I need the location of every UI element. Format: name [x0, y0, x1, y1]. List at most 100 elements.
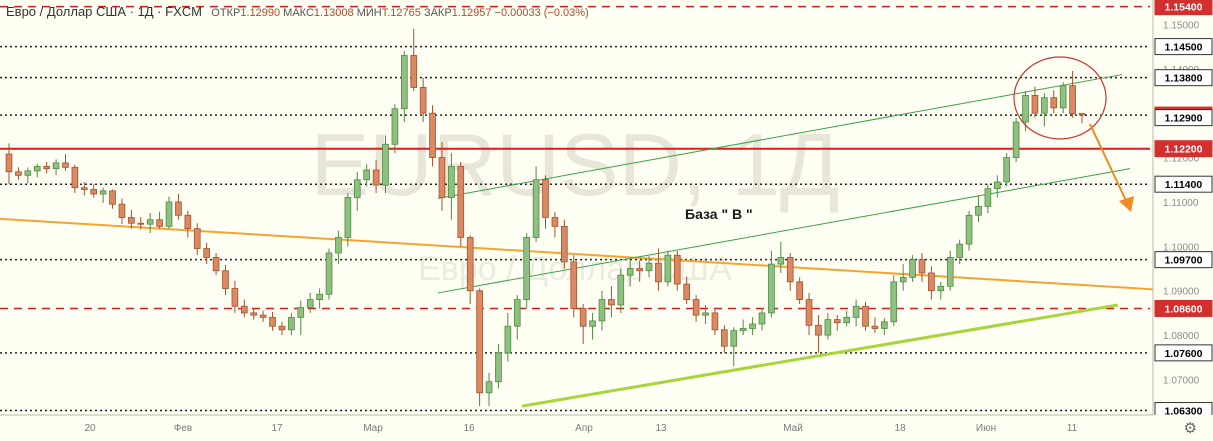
annotation-label: База " B " [685, 206, 753, 222]
open-label: ОТКР [211, 7, 241, 19]
candle [240, 299, 248, 318]
candle [212, 252, 220, 276]
candle-body [175, 201, 182, 216]
candle [881, 318, 888, 336]
forecast-arrow-shaft [1089, 123, 1129, 206]
y-tick-label: 1.11000 [1163, 198, 1199, 209]
price-label-1.13800: 1.13800 [1154, 69, 1213, 87]
candle-body [457, 166, 465, 238]
candle [758, 308, 766, 331]
low-value: T.12765 [381, 7, 421, 19]
candle-body [758, 312, 766, 325]
candle [52, 159, 60, 176]
price-label-box [1154, 109, 1213, 127]
candle [400, 51, 408, 123]
candle [363, 164, 370, 187]
trendline-lime [521, 303, 1119, 408]
candle [419, 77, 427, 123]
price-label-text: 1.11400 [1165, 179, 1203, 191]
candle-body [542, 179, 549, 218]
candle [90, 184, 98, 198]
watermark-symbol: EURUSD, 1Д [310, 115, 839, 214]
candle-body [222, 270, 229, 289]
candle-body [786, 257, 794, 283]
candle [937, 281, 945, 300]
change-value: −0.00033 (−0.03%) [494, 7, 589, 19]
chart-header: Евро / Доллар США · 1Д · FXCM ОТКР1.1299… [6, 4, 589, 19]
candle [128, 209, 135, 229]
candle [325, 248, 333, 300]
candle-body [99, 190, 107, 195]
x-tick-label: 20 [84, 423, 96, 434]
candle [504, 312, 512, 362]
forecast-arrow-head [1119, 196, 1134, 212]
candle [1059, 82, 1067, 114]
candle-body [240, 305, 248, 314]
candle-body [881, 321, 888, 329]
candle-body [335, 237, 342, 254]
candle [899, 264, 907, 291]
candle-body [1031, 95, 1039, 114]
candle [1078, 112, 1086, 124]
candle [5, 143, 13, 185]
price-label-box [1154, 175, 1213, 193]
price-label-1.08600: 1.08600 [1154, 299, 1213, 317]
candle-body [871, 325, 879, 329]
candle [702, 304, 709, 325]
candle-body [325, 252, 333, 295]
candle [495, 343, 502, 389]
candle [673, 250, 681, 291]
candle-body [899, 277, 907, 283]
candle-body [513, 299, 521, 327]
candle [43, 162, 50, 174]
candle-body [1012, 121, 1020, 158]
candle-body [146, 219, 154, 225]
price-label-1.12900: 1.12900 [1154, 109, 1213, 127]
price-label-1.06300: 1.06300 [1154, 402, 1213, 420]
candle-body [259, 314, 267, 318]
candle-body [523, 237, 530, 300]
candle [946, 250, 954, 291]
candle-body [71, 166, 79, 189]
candle-body [937, 285, 945, 292]
x-tick-label: Фев [174, 423, 192, 434]
candle-body [137, 222, 145, 225]
high-label: МАКС [283, 7, 314, 19]
candle [993, 175, 1001, 198]
highlight-ellipse [1013, 56, 1107, 140]
price-label-box [1154, 251, 1213, 269]
candle [485, 372, 493, 407]
candle [71, 164, 79, 194]
candle-body [532, 179, 540, 238]
candle-body [363, 169, 370, 181]
candle [24, 167, 32, 184]
candle-body [561, 225, 568, 263]
x-tick-label: 17 [271, 423, 283, 434]
candle [579, 304, 587, 344]
x-tick-label: Июн [976, 423, 996, 434]
price-label-text: 1.14500 [1165, 42, 1203, 54]
price-label-box [1154, 0, 1213, 16]
candle-body [448, 166, 455, 198]
candle-body [984, 188, 992, 207]
candle-body [15, 171, 22, 176]
candle [278, 321, 286, 336]
candle-body [598, 299, 606, 322]
gear-icon[interactable]: ⚙ [1183, 420, 1197, 437]
symbol-title[interactable]: Евро / Доллар США · 1Д · FXCM [6, 4, 202, 19]
candle-body [626, 268, 634, 276]
candle [749, 317, 756, 336]
y-tick-label: 1.15000 [1163, 20, 1200, 31]
candle [598, 290, 606, 331]
candle-body [476, 290, 483, 394]
candle-body [128, 217, 135, 224]
price-label-text: 1.09700 [1165, 255, 1203, 267]
candle [1012, 117, 1020, 163]
candle-body [739, 328, 747, 332]
x-tick-label: 18 [894, 423, 906, 434]
candle-body [711, 312, 719, 331]
price-label-1.15400: 1.15400 [1154, 0, 1213, 16]
candle [890, 275, 898, 327]
candle [768, 250, 775, 318]
